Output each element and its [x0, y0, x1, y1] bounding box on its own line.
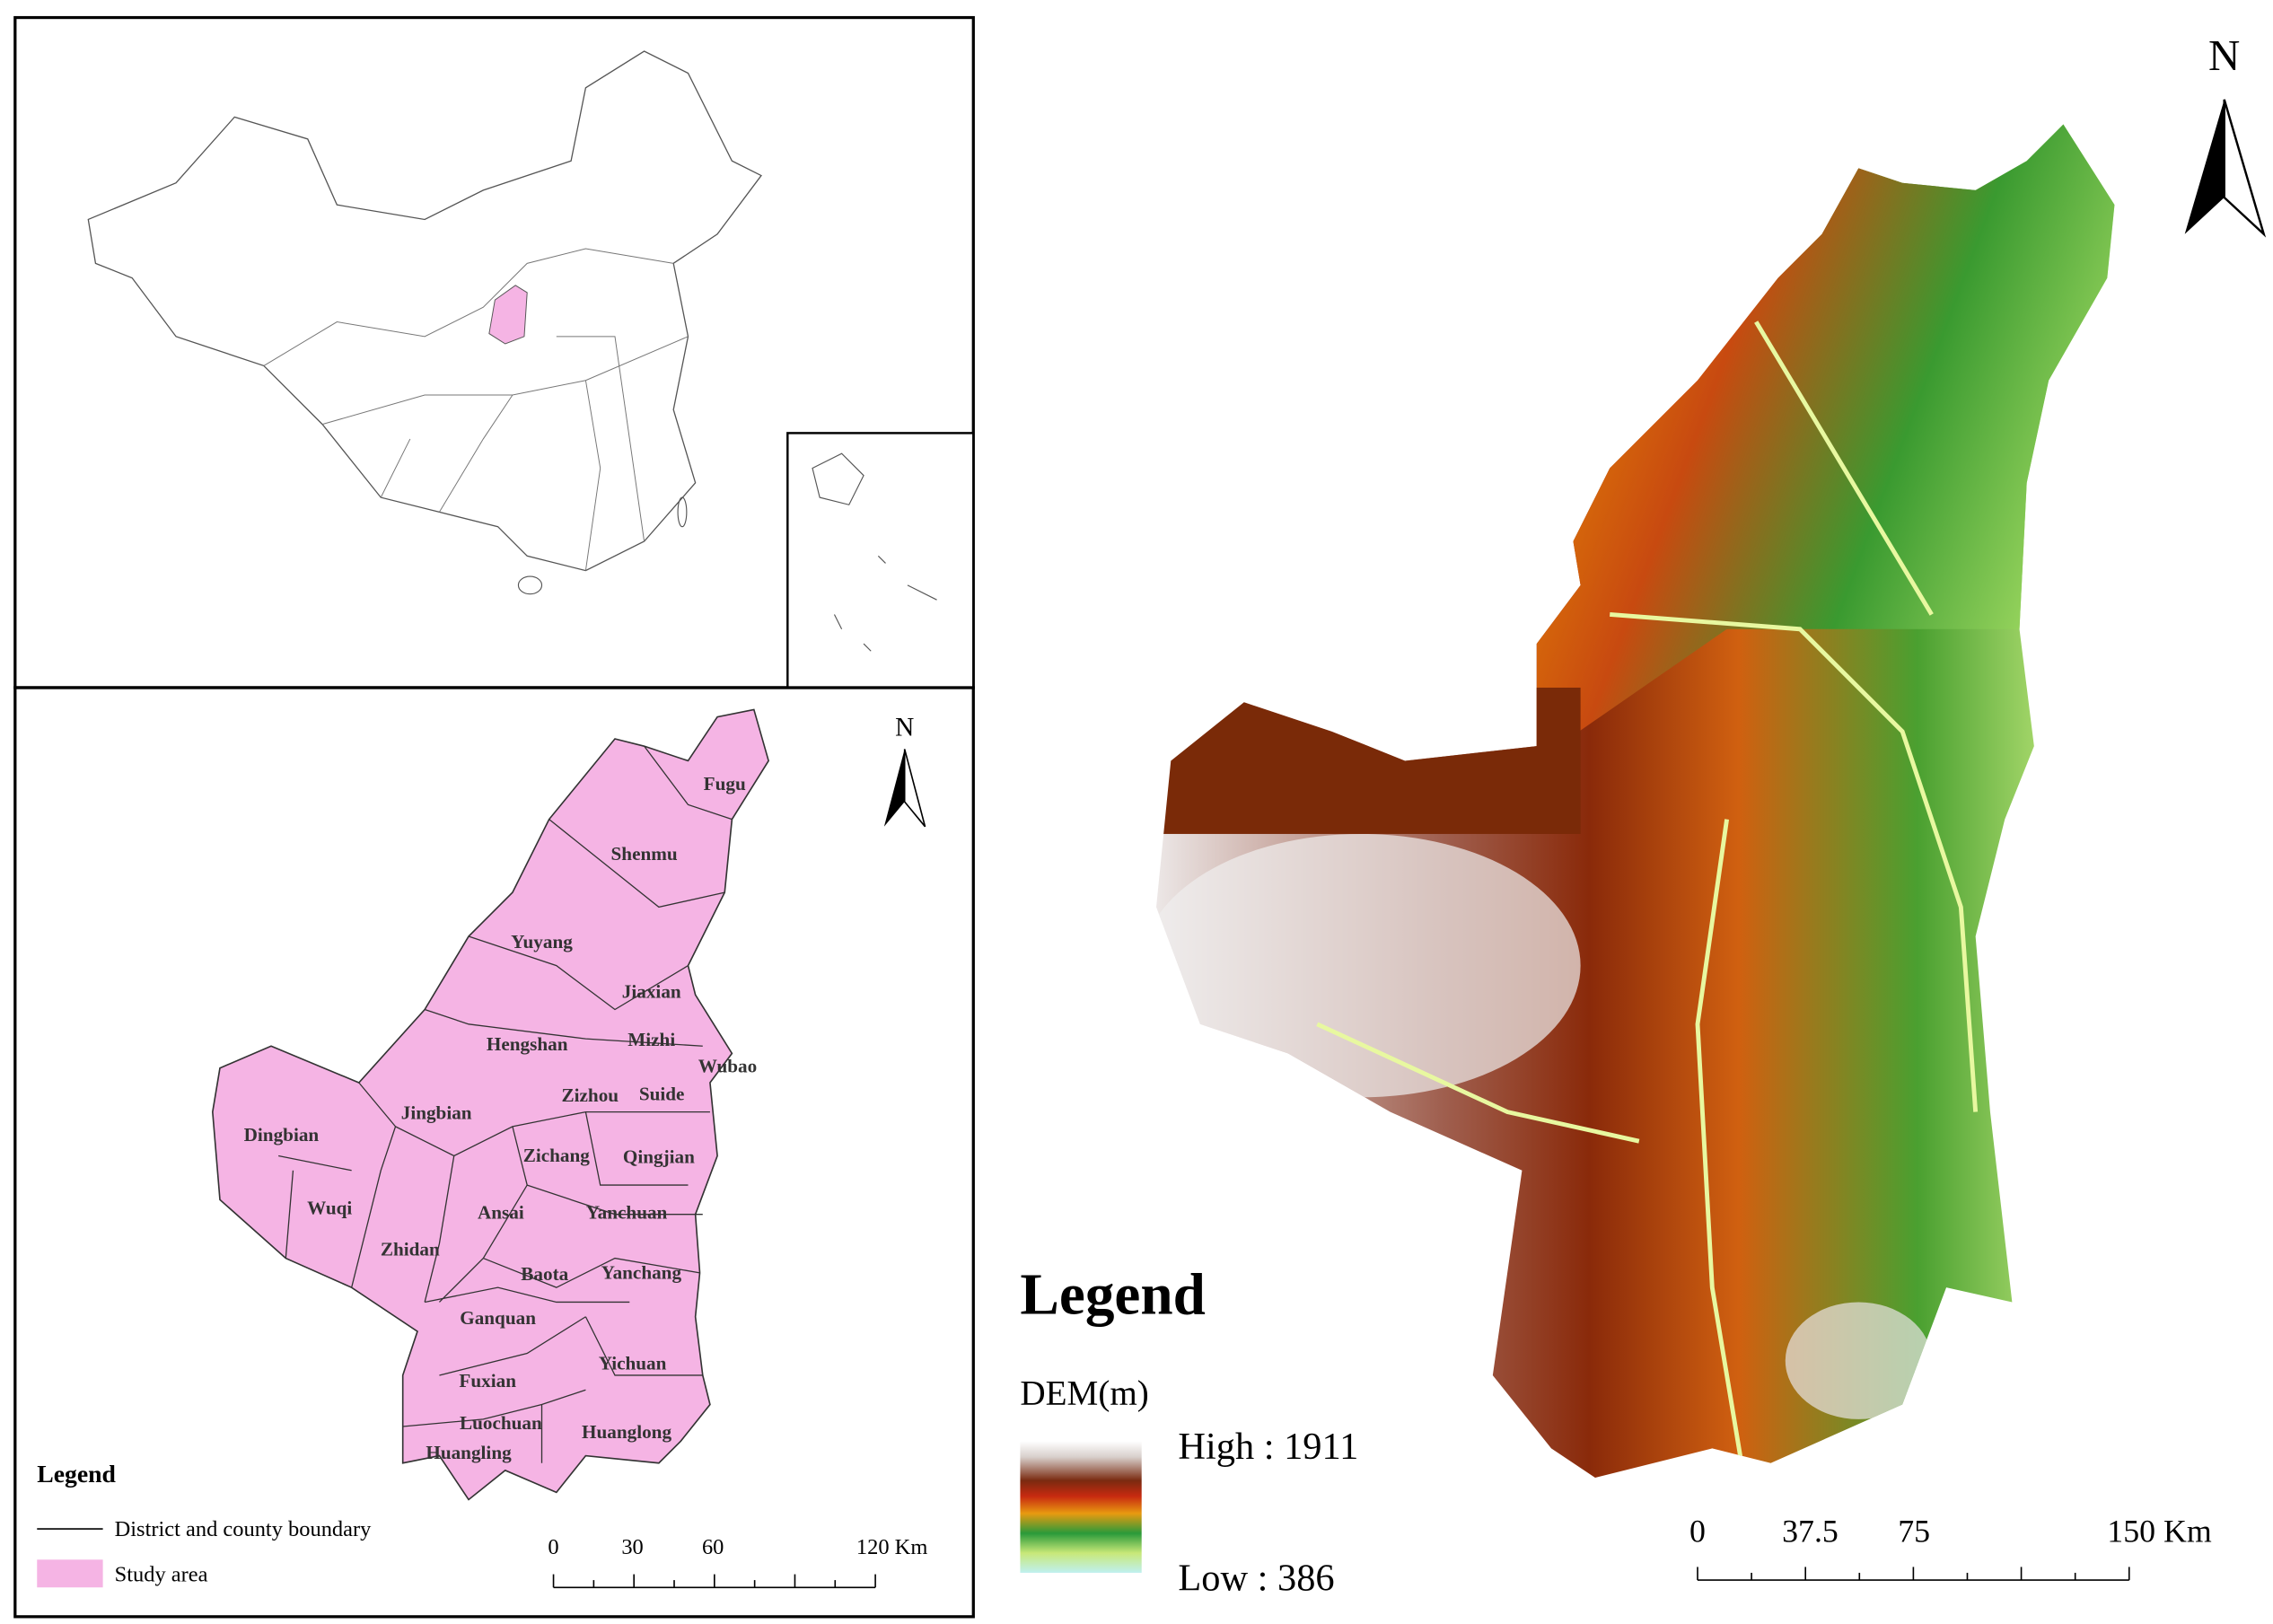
county-label: Ansai: [478, 1202, 524, 1224]
legend-title: Legend: [1020, 1262, 1205, 1327]
county-label: Qingjian: [623, 1146, 695, 1168]
dem-plateau: [1156, 687, 1581, 834]
scale-label: 0: [1689, 1514, 1706, 1549]
legend-low: Low : 386: [1178, 1558, 1334, 1600]
county-label: Hengshan: [487, 1033, 568, 1055]
south-sea-inset: [786, 432, 975, 689]
scale-label: 75: [1898, 1514, 1930, 1549]
scale-label: 37.5: [1782, 1514, 1839, 1549]
legend-item: Study area: [115, 1563, 208, 1587]
county-label: Dingbian: [244, 1124, 320, 1146]
county-label: Luochuan: [460, 1412, 542, 1434]
county-label: Jingbian: [401, 1102, 472, 1124]
hainan: [517, 575, 543, 595]
scale-bar: 0 30 60 120 Km: [548, 1535, 927, 1589]
county-label: Huangling: [426, 1442, 512, 1463]
county-label: Fugu: [704, 773, 746, 794]
scale-label: 120 Km: [856, 1535, 927, 1559]
north-label: N: [895, 714, 914, 742]
county-label: Suide: [639, 1084, 685, 1105]
scale-label: 30: [621, 1535, 643, 1559]
north-arrow: N: [883, 714, 926, 828]
province-boundaries: [321, 336, 689, 571]
scale-label: 60: [702, 1535, 724, 1559]
legend-color-ramp: [1020, 1441, 1142, 1573]
county-label: Zizhou: [562, 1084, 619, 1106]
china-outline: [87, 50, 762, 572]
legend-fill-symbol: [37, 1559, 103, 1588]
dem-high: [1785, 1302, 1932, 1419]
north-arrow: N: [2184, 31, 2267, 238]
shaanxi-highlight: [488, 285, 528, 345]
county-labels: Fugu Shenmu Yuyang Jiaxian Hengshan Mizhi Wuba…: [244, 773, 758, 1463]
south-sea-islands: [812, 452, 937, 652]
dem-raster: [1156, 124, 2115, 1479]
dem-high: [1156, 833, 1581, 1098]
north-arrow-right: [903, 749, 926, 828]
county-label: Jiaxian: [622, 980, 681, 1002]
county-boundaries: [278, 745, 733, 1463]
north-label: N: [2208, 31, 2240, 80]
county-label: Ganquan: [460, 1307, 536, 1329]
province-boundaries: [263, 248, 674, 366]
county-label: Mizhi: [627, 1029, 675, 1050]
county-label: Zichang: [523, 1145, 591, 1166]
north-arrow-left: [2184, 99, 2225, 234]
legend-item: District and county boundary: [115, 1517, 373, 1541]
county-label: Zhidan: [381, 1238, 440, 1260]
legend-high: High : 1911: [1178, 1426, 1358, 1468]
county-label: Huanglong: [582, 1421, 671, 1443]
county-label: Fuxian: [459, 1370, 516, 1391]
legend-title: Legend: [37, 1460, 116, 1488]
county-label: Wuqi: [307, 1198, 352, 1219]
county-label: Yanchuan: [586, 1202, 668, 1224]
scale-bar: 0 37.5 75 150 Km: [1689, 1514, 2212, 1581]
legend-layer: DEM(m): [1020, 1374, 1148, 1413]
north-arrow-right: [2223, 99, 2267, 238]
study-area-frame: [13, 686, 975, 1619]
taiwan: [677, 496, 688, 528]
county-label: Wubao: [698, 1056, 758, 1077]
scale-label: 150 Km: [2107, 1514, 2212, 1549]
county-label: Yuyang: [511, 931, 573, 952]
county-label: Baota: [521, 1263, 568, 1285]
county-label: Yichuan: [599, 1352, 667, 1374]
north-arrow-left: [883, 749, 905, 827]
dem-rivers: [1316, 320, 1979, 1464]
scale-label: 0: [548, 1535, 558, 1559]
county-label: Yanchang: [601, 1261, 682, 1283]
county-label: Shenmu: [611, 843, 678, 865]
